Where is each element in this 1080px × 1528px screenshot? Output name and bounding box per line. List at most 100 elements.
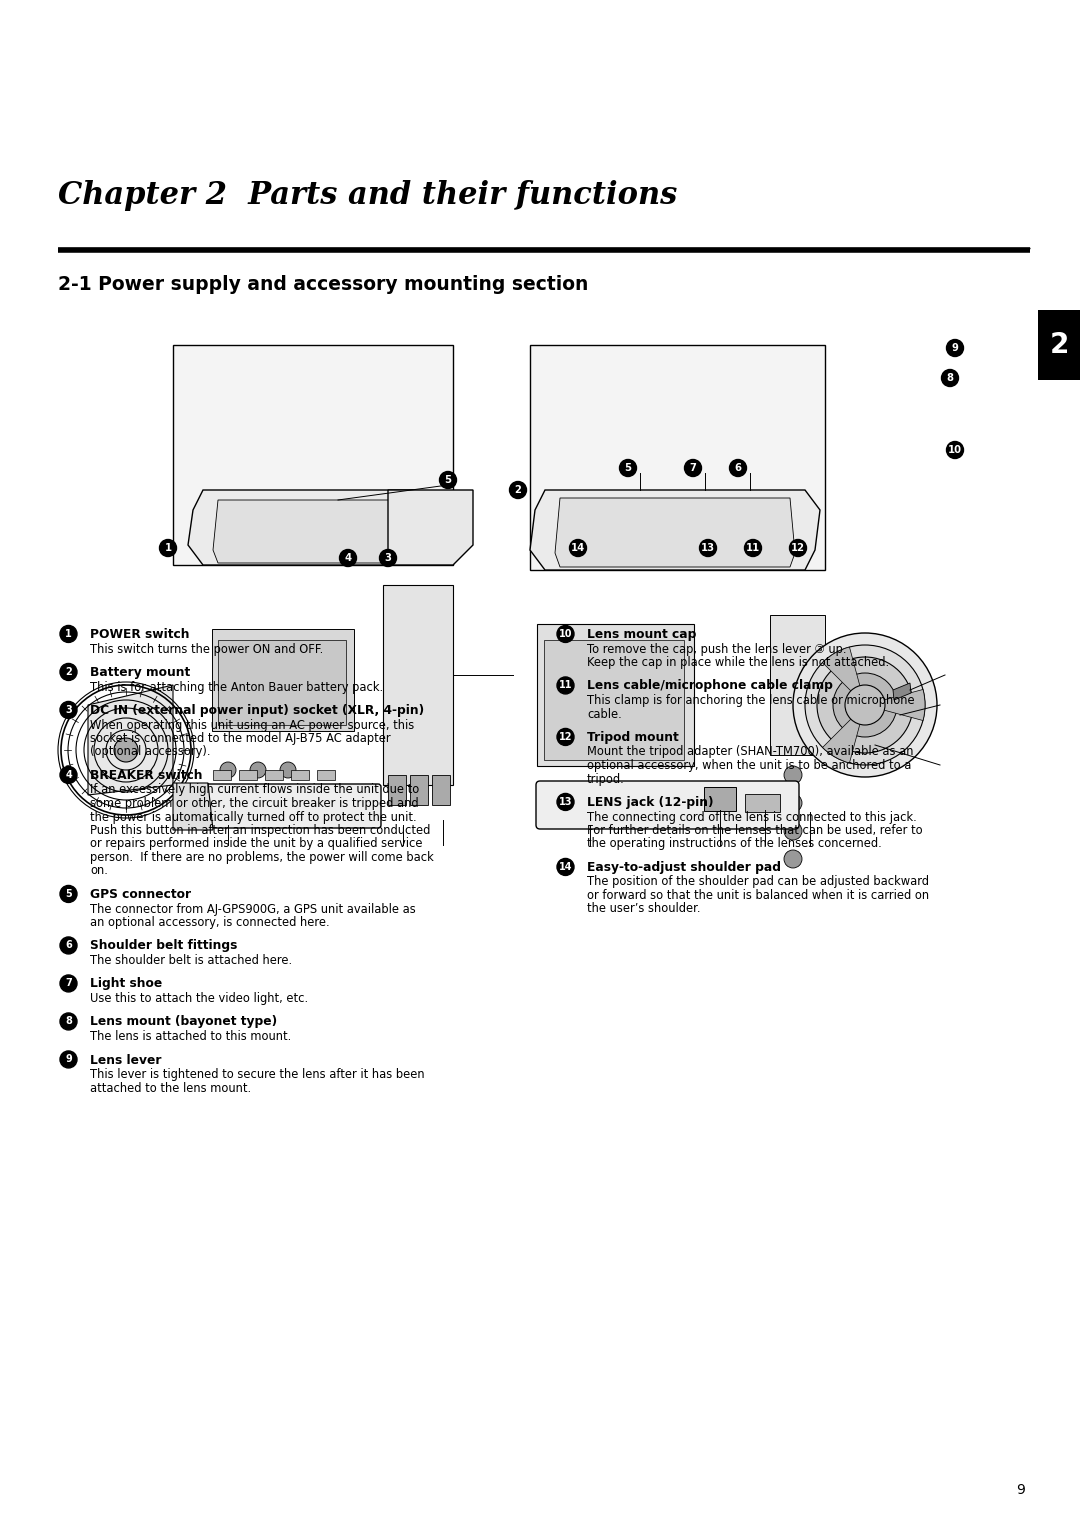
Text: or repairs performed inside the unit by a qualified service: or repairs performed inside the unit by … bbox=[90, 837, 422, 851]
Text: POWER switch: POWER switch bbox=[90, 628, 189, 642]
Text: 7: 7 bbox=[65, 978, 72, 989]
Text: 1: 1 bbox=[164, 542, 172, 553]
Text: For further details on the lenses that can be used, refer to: For further details on the lenses that c… bbox=[588, 824, 922, 837]
Text: optional accessory, when the unit is to be anchored to a: optional accessory, when the unit is to … bbox=[588, 759, 912, 772]
Text: DC IN (external power input) socket (XLR, 4-pin): DC IN (external power input) socket (XLR… bbox=[90, 704, 424, 717]
Circle shape bbox=[60, 937, 77, 953]
Wedge shape bbox=[865, 689, 924, 721]
Text: 6: 6 bbox=[65, 940, 72, 950]
Text: Lens mount cap: Lens mount cap bbox=[588, 628, 697, 642]
Circle shape bbox=[833, 672, 897, 736]
Polygon shape bbox=[173, 782, 213, 830]
Text: 9: 9 bbox=[951, 342, 958, 353]
Text: Use this to attach the video light, etc.: Use this to attach the video light, etc. bbox=[90, 992, 308, 1005]
Text: socket is connected to the model AJ-B75 AC adapter: socket is connected to the model AJ-B75 … bbox=[90, 732, 391, 746]
Circle shape bbox=[60, 885, 77, 903]
Text: Lens mount (bayonet type): Lens mount (bayonet type) bbox=[90, 1016, 278, 1028]
Text: 5: 5 bbox=[624, 463, 632, 474]
Text: Lens cable/microphone cable clamp: Lens cable/microphone cable clamp bbox=[588, 680, 833, 692]
Circle shape bbox=[620, 460, 636, 477]
Text: the user’s shoulder.: the user’s shoulder. bbox=[588, 903, 701, 915]
Circle shape bbox=[847, 688, 883, 723]
FancyBboxPatch shape bbox=[383, 585, 453, 785]
Text: 5: 5 bbox=[65, 889, 72, 898]
FancyBboxPatch shape bbox=[213, 770, 231, 779]
Text: 6: 6 bbox=[734, 463, 742, 474]
Circle shape bbox=[744, 539, 761, 556]
FancyBboxPatch shape bbox=[544, 640, 684, 759]
Text: 14: 14 bbox=[571, 542, 585, 553]
Text: 4: 4 bbox=[65, 770, 72, 779]
Text: 2: 2 bbox=[514, 484, 522, 495]
FancyBboxPatch shape bbox=[212, 630, 354, 730]
Text: 2-1 Power supply and accessory mounting section: 2-1 Power supply and accessory mounting … bbox=[58, 275, 589, 293]
Text: Shoulder belt fittings: Shoulder belt fittings bbox=[90, 940, 238, 952]
Circle shape bbox=[160, 539, 176, 556]
FancyBboxPatch shape bbox=[432, 775, 450, 805]
FancyBboxPatch shape bbox=[265, 770, 283, 779]
Text: 12: 12 bbox=[791, 542, 805, 553]
Text: 10: 10 bbox=[558, 630, 572, 639]
Circle shape bbox=[440, 472, 457, 489]
Text: Chapter 2  Parts and their functions: Chapter 2 Parts and their functions bbox=[58, 180, 677, 211]
Circle shape bbox=[60, 663, 77, 680]
Text: 14: 14 bbox=[558, 862, 572, 872]
Circle shape bbox=[793, 633, 937, 778]
Circle shape bbox=[569, 539, 586, 556]
Circle shape bbox=[557, 793, 573, 810]
FancyBboxPatch shape bbox=[536, 781, 799, 830]
Circle shape bbox=[946, 339, 963, 356]
FancyBboxPatch shape bbox=[537, 623, 694, 766]
Text: To remove the cap, push the lens lever ③ up.: To remove the cap, push the lens lever ③… bbox=[588, 642, 847, 656]
Text: attached to the lens mount.: attached to the lens mount. bbox=[90, 1082, 252, 1094]
Circle shape bbox=[249, 762, 266, 778]
Text: 3: 3 bbox=[65, 704, 72, 715]
Text: Lens lever: Lens lever bbox=[90, 1053, 162, 1067]
Text: 12: 12 bbox=[558, 732, 572, 743]
Polygon shape bbox=[188, 490, 428, 565]
FancyBboxPatch shape bbox=[185, 784, 381, 828]
Text: 8: 8 bbox=[946, 373, 954, 384]
Circle shape bbox=[784, 822, 802, 840]
Circle shape bbox=[60, 625, 77, 642]
Text: tripod.: tripod. bbox=[588, 773, 624, 785]
Circle shape bbox=[685, 460, 702, 477]
Circle shape bbox=[845, 685, 885, 724]
Text: Tripod mount: Tripod mount bbox=[588, 730, 678, 744]
Text: an optional accessory, is connected here.: an optional accessory, is connected here… bbox=[90, 915, 329, 929]
Wedge shape bbox=[823, 704, 865, 762]
Text: 5: 5 bbox=[445, 475, 451, 484]
Text: cable.: cable. bbox=[588, 707, 622, 721]
Circle shape bbox=[729, 460, 746, 477]
Text: 13: 13 bbox=[701, 542, 715, 553]
FancyBboxPatch shape bbox=[218, 640, 346, 724]
Text: When operating this unit using an AC power source, this: When operating this unit using an AC pow… bbox=[90, 718, 415, 732]
Text: (optional accessory).: (optional accessory). bbox=[90, 746, 211, 758]
Text: 3: 3 bbox=[384, 553, 391, 562]
Circle shape bbox=[280, 762, 296, 778]
Text: This is for attaching the Anton Bauer battery pack.: This is for attaching the Anton Bauer ba… bbox=[90, 680, 383, 694]
Polygon shape bbox=[87, 685, 173, 795]
FancyBboxPatch shape bbox=[704, 787, 735, 811]
Text: Mount the tripod adapter (SHAN-TM700), available as an: Mount the tripod adapter (SHAN-TM700), a… bbox=[588, 746, 914, 758]
Circle shape bbox=[946, 442, 963, 458]
Circle shape bbox=[60, 975, 77, 992]
Text: LENS jack (12-pin): LENS jack (12-pin) bbox=[588, 796, 714, 808]
FancyBboxPatch shape bbox=[388, 775, 406, 805]
Circle shape bbox=[557, 859, 573, 876]
Text: 4: 4 bbox=[345, 553, 352, 562]
FancyBboxPatch shape bbox=[770, 614, 825, 755]
FancyBboxPatch shape bbox=[745, 795, 780, 811]
Text: some problem or other, the circuit breaker is tripped and: some problem or other, the circuit break… bbox=[90, 798, 419, 810]
Polygon shape bbox=[213, 500, 403, 562]
Text: 8: 8 bbox=[65, 1016, 72, 1027]
Text: The connector from AJ-GPS900G, a GPS unit available as: The connector from AJ-GPS900G, a GPS uni… bbox=[90, 903, 416, 915]
Text: Keep the cap in place while the lens is not attached.: Keep the cap in place while the lens is … bbox=[588, 656, 889, 669]
Text: the power is automatically turned off to protect the unit.: the power is automatically turned off to… bbox=[90, 810, 417, 824]
Circle shape bbox=[784, 795, 802, 811]
Text: This lever is tightened to secure the lens after it has been: This lever is tightened to secure the le… bbox=[90, 1068, 424, 1080]
Text: The connecting cord of the lens is connected to this jack.: The connecting cord of the lens is conne… bbox=[588, 810, 917, 824]
FancyBboxPatch shape bbox=[530, 345, 825, 570]
Text: The position of the shoulder pad can be adjusted backward: The position of the shoulder pad can be … bbox=[588, 876, 929, 888]
FancyBboxPatch shape bbox=[410, 775, 428, 805]
